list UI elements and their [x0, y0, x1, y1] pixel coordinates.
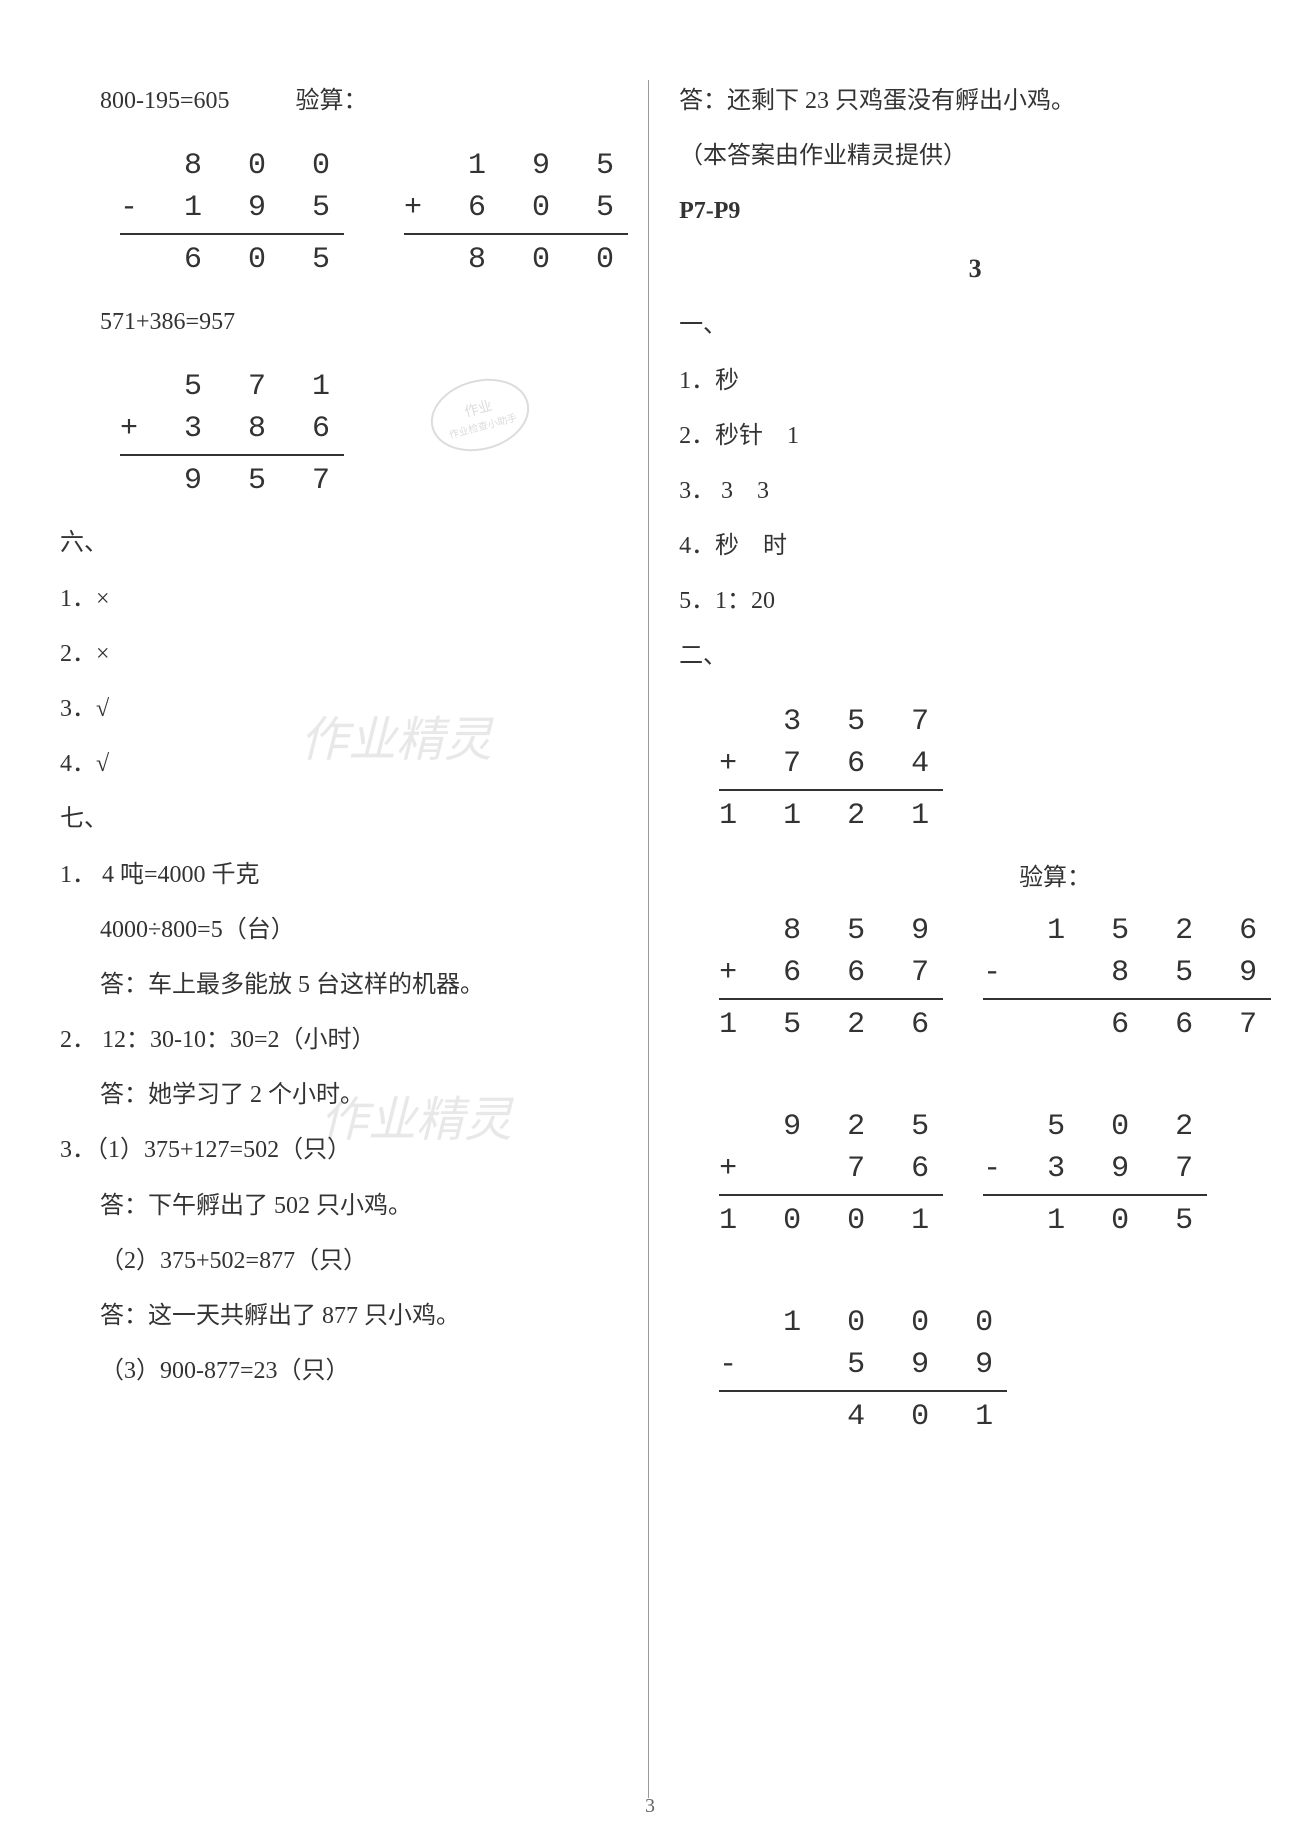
answer-item: 4000÷800=5（台） — [60, 909, 628, 952]
answer-text: 答：还剩下 23 只鸡蛋没有孵出小鸡。 — [679, 80, 1271, 123]
verify-label: 验算： — [296, 88, 368, 114]
note-text: （本答案由作业精灵提供） — [679, 135, 1271, 178]
section-heading: 一、 — [679, 304, 1271, 347]
answer-item: 1．× — [60, 578, 628, 621]
answer-text: 答：这一天共孵出了 877 只小鸡。 — [60, 1295, 628, 1338]
answer-item: 3．（1）375+127=502（只） — [60, 1129, 628, 1172]
answer-text: 答：下午孵出了 502 只小鸡。 — [60, 1185, 628, 1228]
verify-label: 验算： — [679, 857, 1271, 892]
vertical-calculation: 5 0 2 - 3 9 7 1 0 5 — [983, 1106, 1207, 1242]
answer-item: 3． 3 3 — [679, 470, 1271, 513]
answer-text: 答：她学习了 2 个小时。 — [60, 1074, 628, 1117]
vertical-calculation: 1 0 0 0 - 5 9 9 4 0 1 — [719, 1302, 1007, 1438]
vertical-calculation: 8 5 9 + 6 6 7 1 5 2 6 — [719, 910, 943, 1046]
answer-item: 1．秒 — [679, 360, 1271, 403]
vertical-calculation: 9 2 5 + 7 6 1 0 0 1 — [719, 1106, 943, 1242]
answer-item: 5．1：20 — [679, 580, 1271, 623]
vertical-calculation: 3 5 7 + 7 6 4 1 1 2 1 — [719, 701, 943, 837]
page-number: 3 — [645, 1795, 655, 1818]
answer-item: 4．秒 时 — [679, 525, 1271, 568]
answer-item: 4．√ — [60, 743, 628, 786]
section-heading: 七、 — [60, 798, 628, 841]
answer-item: 2．× — [60, 633, 628, 676]
answer-text: 答：车上最多能放 5 台这样的机器。 — [60, 964, 628, 1007]
vertical-calculation: 8 0 0 - 1 9 5 6 0 5 — [120, 145, 344, 281]
answer-item: 2．秒针 1 — [679, 415, 1271, 458]
vertical-calculation: 1 9 5 + 6 0 5 8 0 0 — [404, 145, 628, 281]
answer-item: 1． 4 吨=4000 千克 — [60, 854, 628, 897]
page-range-heading: P7-P9 — [679, 190, 1271, 233]
vertical-calculation: 5 7 1 + 3 8 6 9 5 7 — [120, 366, 344, 502]
answer-item: （3）900-877=23（只） — [60, 1350, 628, 1393]
section-heading: 二、 — [679, 635, 1271, 678]
section-heading: 六、 — [60, 522, 628, 565]
answer-item: （2）375+502=877（只） — [60, 1240, 628, 1283]
chapter-number: 3 — [679, 246, 1271, 293]
equation: 571+386=957 — [60, 301, 628, 344]
answer-item: 3．√ — [60, 688, 628, 731]
equation: 800-195=605 — [100, 88, 230, 114]
answer-item: 2． 12：30-10：30=2（小时） — [60, 1019, 628, 1062]
vertical-calculation: 1 5 2 6 - 8 5 9 6 6 7 — [983, 910, 1271, 1046]
